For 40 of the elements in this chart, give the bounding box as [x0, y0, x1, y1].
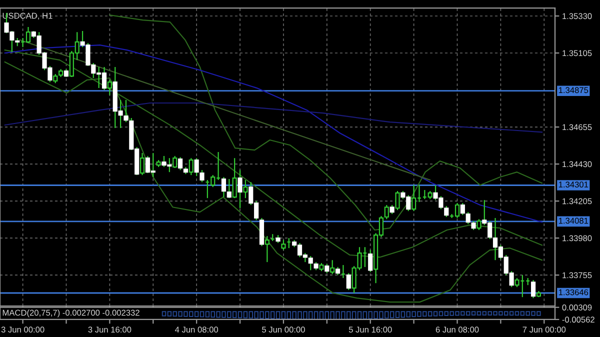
- candlestick: [107, 79, 112, 96]
- y-tick-label: 1.33980: [562, 235, 592, 242]
- candlestick: [308, 255, 313, 271]
- candlestick: [444, 205, 449, 218]
- candlestick: [384, 204, 389, 220]
- candlestick: [221, 176, 226, 198]
- y-tick-label: 0.00309: [562, 304, 592, 310]
- candlestick: [172, 155, 178, 169]
- candlestick: [264, 236, 270, 263]
- candlestick: [243, 179, 248, 199]
- candlestick: [200, 170, 204, 183]
- y-tick-label: 1.34655: [562, 124, 592, 130]
- candlestick: [281, 239, 286, 251]
- x-tick-label: 4 Jun 08:00: [175, 326, 218, 333]
- candlestick: [140, 152, 145, 176]
- ref-line-label: 1.34301: [558, 182, 588, 188]
- chart-title: MACD(20,75,7) -0.002700 -0.002332: [2, 310, 140, 318]
- candlestick: [53, 73, 58, 84]
- y-tick-label: 1.34205: [562, 198, 592, 204]
- x-tick-label: 6 Jun 08:00: [436, 326, 479, 333]
- candlestick: [466, 212, 470, 225]
- candlestick: [188, 158, 194, 176]
- x-tick-label: 5 Jun 00:00: [262, 326, 305, 333]
- x-tick-label: 5 Jun 16:00: [348, 326, 392, 333]
- y-tick-label: 1.34430: [562, 161, 592, 168]
- x-tick-label: 7 Jun 00:00: [522, 326, 566, 333]
- candlestick: [476, 218, 482, 231]
- candlestick: [395, 190, 400, 211]
- y-tick-label: 1.33755: [562, 272, 592, 278]
- y-tick-label: 1.35330: [562, 13, 592, 20]
- y-tick-label: 1.35105: [562, 50, 592, 56]
- candlestick: [232, 158, 237, 199]
- x-tick-label: 3 Jun 00:00: [1, 326, 44, 333]
- candlestick: [330, 260, 335, 275]
- ref-line-label: 1.34875: [558, 87, 588, 94]
- ref-line-label: 1.33646: [558, 289, 588, 296]
- y-tick-label: -0.00562: [562, 316, 594, 323]
- candlestick: [124, 99, 128, 123]
- x-tick-label: 3 Jun 16:00: [88, 326, 132, 333]
- ref-line-label: 1.34081: [558, 218, 588, 224]
